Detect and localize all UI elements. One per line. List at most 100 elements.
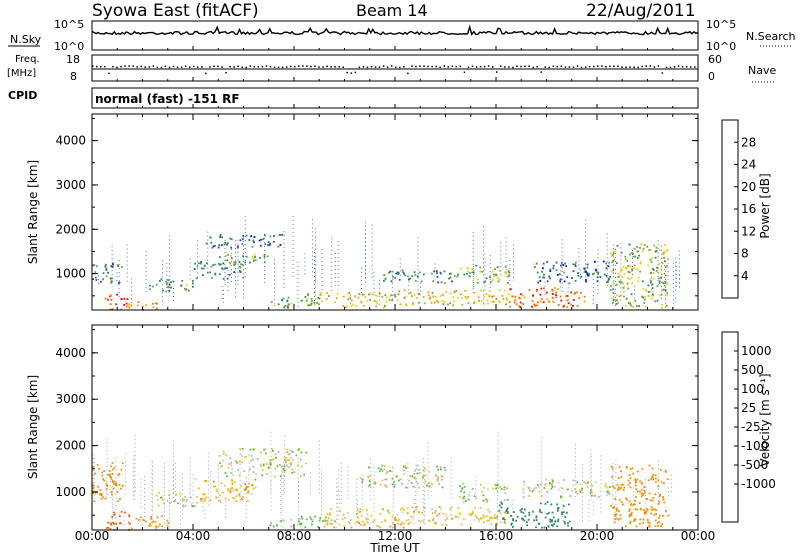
velocity-cell [150,516,152,518]
velocity-cell [354,522,357,525]
power-cell [223,243,226,246]
velocity-cell [398,518,400,521]
power-cell [287,296,290,299]
velocity-cell [249,460,252,463]
power-cell [391,270,394,273]
velocity-cell [633,518,636,520]
velocity-cell [617,489,619,491]
velocity-cell [510,523,513,526]
power-cell [489,276,491,279]
velocity-cell [651,508,653,511]
power-cell [640,243,643,246]
velocity-cell [630,514,633,517]
power-cell [126,305,128,308]
power-cell [497,280,500,283]
power-cell [260,238,263,241]
velocity-cell [436,514,439,517]
velocity-cell [359,508,362,511]
velocity-cell [485,498,488,501]
power-cell [626,277,629,279]
velocity-cell [254,478,257,481]
velocity-cell [544,516,547,519]
velocity-cell [330,508,333,511]
velocity-cell [411,516,414,519]
velocity-cell [368,483,371,486]
velocity-cell [657,485,660,488]
velocity-cell [506,512,509,514]
power-cell [662,251,665,254]
velocity-cell [464,500,467,502]
velocity-cell [400,508,402,511]
velocity-cell [619,487,622,490]
velocity-cell [324,519,327,522]
velocity-cell [512,511,515,513]
x-tick-label: 04:00 [176,529,211,543]
power-cell [649,277,652,280]
power-cell [656,266,659,268]
velocity-cell [213,485,215,488]
power-cell [436,272,438,275]
velocity-cell [526,521,528,524]
velocity-cell [119,498,121,500]
power-cell [469,272,472,274]
power-cell [347,298,350,301]
velocity-cell [444,519,447,521]
velocity-cell [356,516,359,518]
velocity-cell [329,512,332,515]
nave-dot [140,65,142,68]
power-cell [434,296,437,298]
velocity-cell [379,513,382,515]
power-cell [570,291,573,294]
velocity-cell [535,516,538,519]
velocity-cell [384,468,386,471]
velocity-cell [92,487,95,490]
power-cell [197,262,200,265]
velocity-cell [415,480,418,483]
power-cell [617,272,620,275]
velocity-cell [360,515,363,517]
velocity-cell [118,473,121,475]
power-cell [240,263,242,266]
velocity-cell [411,475,414,478]
velocity-cell [549,482,551,484]
velocity-cell [614,498,617,500]
velocity-cell [167,522,170,525]
power-cell [118,281,121,284]
power-cell [620,252,623,254]
velocity-cell [255,473,257,476]
y-tick-label: 4000 [55,346,86,360]
velocity-cell [290,525,293,528]
velocity-cell [522,496,525,498]
power-cell [230,238,233,241]
velocity-cell [591,491,594,493]
power-cell [625,297,628,300]
power-cell [576,305,579,307]
power-cell [94,276,97,279]
power-cell [219,273,221,276]
velocity-cell [401,521,403,524]
velocity-cell [300,451,303,454]
velocity-cell [506,487,509,490]
power-cell [200,261,203,263]
nave-dot [427,65,429,68]
velocity-cell [166,519,169,522]
colorbar-tick-label: 24 [741,158,756,172]
power-cell [626,260,629,262]
power-cell [228,274,231,276]
velocity-cell [460,490,463,493]
power-cell [376,295,378,297]
nave-dot [584,66,587,68]
velocity-cell [551,511,554,514]
power-cell [632,305,634,308]
velocity-cell [161,515,164,517]
velocity-cell [457,507,460,509]
velocity-cell [606,493,608,496]
velocity-cell [610,465,613,468]
velocity-cell [317,526,319,528]
velocity-cell [365,518,368,521]
power-cell [483,281,485,284]
velocity-cell [659,493,661,496]
velocity-cell [244,489,246,491]
power-cell [656,267,659,269]
power-cell [159,280,161,282]
